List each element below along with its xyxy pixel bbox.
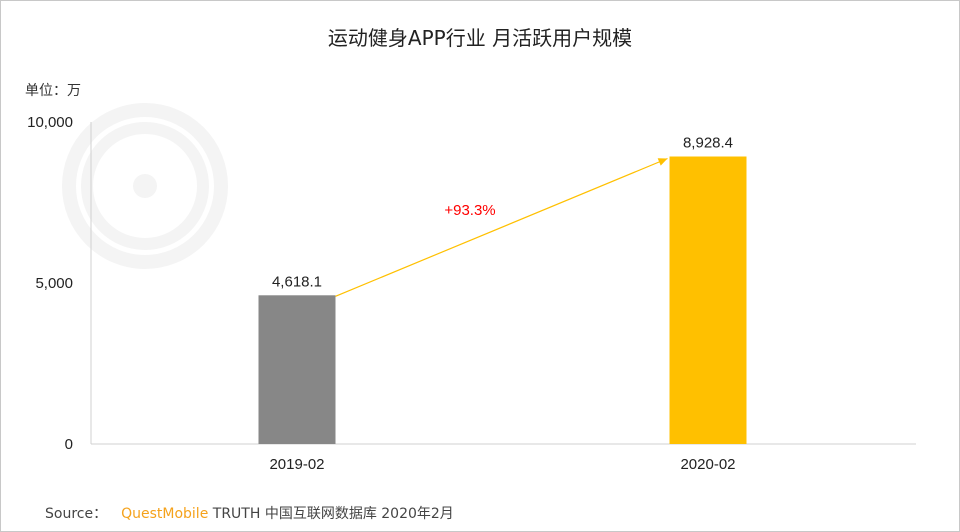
x-tick-label: 2020-02 — [680, 456, 735, 473]
watermark-logo — [62, 103, 228, 269]
y-tick-label: 0 — [65, 436, 73, 453]
arrow-head-icon — [657, 158, 668, 166]
source-label: Source： — [45, 506, 108, 522]
watermark-dot — [133, 174, 157, 198]
y-tick-label: 5,000 — [35, 275, 73, 292]
growth-arrow-line — [335, 157, 668, 297]
x-tick-label: 2019-02 — [269, 456, 324, 473]
source-brand: QuestMobile — [121, 506, 209, 522]
bar-2019-02 — [258, 295, 336, 444]
unit-label: 单位：万 — [25, 83, 81, 99]
data-label: 8,928.4 — [683, 135, 733, 152]
source-line: Source： QuestMobile TRUTH 中国互联网数据库 2020年2… — [45, 503, 454, 523]
watermark-ring-inner — [81, 122, 209, 250]
y-tick-label: 10,000 — [27, 114, 73, 131]
data-label: 4,618.1 — [272, 273, 322, 290]
watermark-ring-outer — [62, 103, 228, 269]
growth-annotation: +93.3% — [444, 202, 495, 219]
source-text: TRUTH 中国互联网数据库 2020年2月 — [212, 506, 454, 522]
chart-title: 运动健身APP行业 月活跃用户规模 — [327, 26, 633, 50]
bar-2020-02 — [669, 156, 747, 444]
